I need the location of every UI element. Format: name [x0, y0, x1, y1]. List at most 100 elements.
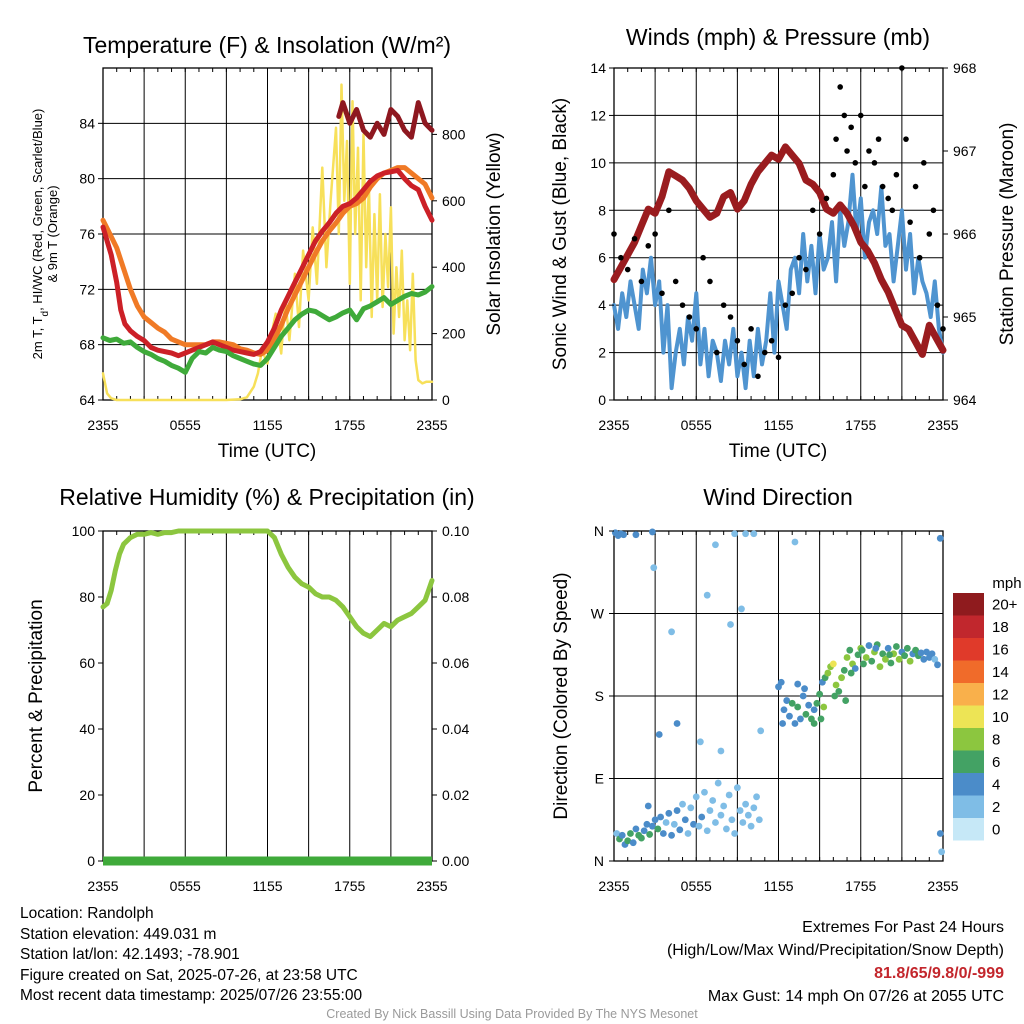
- direction-point: [643, 820, 651, 828]
- direction-point: [936, 830, 944, 837]
- direction-point: [706, 807, 714, 814]
- gust-point: [879, 183, 886, 190]
- extremes-description: (High/Low/Max Wind/Precipitation/Snow De…: [666, 942, 1004, 959]
- x-tick-label: 1755: [845, 417, 876, 433]
- direction-point: [709, 797, 717, 804]
- gust-point: [775, 354, 782, 361]
- y-tick-label: 4: [598, 297, 606, 313]
- direction-point: [938, 848, 946, 856]
- y-tick-label: 68: [79, 337, 95, 353]
- direction-point: [651, 816, 659, 824]
- x-tick-label: 0555: [681, 417, 712, 433]
- direction-point: [780, 706, 788, 714]
- gust-point: [686, 314, 693, 320]
- direction-point: [684, 830, 692, 837]
- gust-point: [803, 266, 809, 273]
- y2-tick-label: 964: [953, 392, 977, 408]
- direction-point: [742, 800, 749, 808]
- y-tick-label: 72: [79, 281, 95, 297]
- x-tick-label: 0555: [170, 417, 201, 433]
- gust-point: [638, 278, 645, 285]
- direction-point: [632, 825, 640, 833]
- gust-point: [885, 195, 891, 202]
- x-tick-label: 1155: [252, 417, 282, 433]
- temp-panel-title: Temperature (F) & Insolation (W/m²): [83, 32, 451, 58]
- gust-point: [862, 183, 868, 190]
- direction-point: [779, 720, 787, 727]
- direction-point: [854, 651, 862, 659]
- y2-tick-label: 0: [442, 392, 450, 408]
- direction-point: [657, 813, 665, 821]
- gust-point: [926, 231, 933, 237]
- direction-point: [794, 680, 802, 688]
- gust-point: [848, 124, 854, 131]
- series-pressure: [610, 143, 947, 358]
- gust-point: [930, 207, 937, 214]
- direction-point: [668, 831, 675, 839]
- gust-point: [875, 136, 882, 142]
- y-tick-label: 40: [79, 721, 95, 737]
- elevation-text: Station elevation: 449.031 m: [20, 925, 217, 943]
- gust-point: [761, 349, 768, 356]
- direction-point: [739, 819, 747, 826]
- direction-tick-label: N: [594, 523, 604, 539]
- y-tick-label: 80: [79, 171, 95, 187]
- y2-tick-label: 0.10: [442, 523, 469, 539]
- max-gust-text: Max Gust: 14 mph On 07/26 at 2055 UTC: [707, 988, 1004, 1005]
- gust-point: [809, 207, 816, 214]
- direction-point: [640, 827, 648, 835]
- y2-tick-label: 600: [442, 193, 466, 209]
- y2-tick-label: 0.00: [442, 853, 469, 869]
- series-hi-wc: [336, 100, 435, 140]
- pressure-y-axis-label: Station Pressure (Maroon): [997, 123, 1018, 346]
- y2-tick-label: 0.08: [442, 589, 469, 605]
- direction-point: [731, 530, 739, 538]
- y2-tick-label: 0.06: [442, 655, 469, 671]
- wind-direction-panel: 2355 0555 1155 1755 2355 N E S W N: [591, 523, 959, 894]
- speed-color-legend: mph 20+ 18 16 14 12 10 8 6 4 2 0: [953, 575, 1022, 841]
- direction-point: [882, 655, 889, 663]
- extremes-values: 81.8/65/9.8/0/-999: [874, 965, 1004, 982]
- gust-point: [866, 148, 872, 154]
- direction-point: [884, 644, 892, 652]
- direction-point: [613, 830, 621, 837]
- x-tick-label: 1155: [763, 878, 793, 894]
- direction-point: [670, 820, 678, 828]
- direction-point: [794, 703, 802, 711]
- legend-swatch: [953, 615, 984, 638]
- rh-panel-title: Relative Humidity (%) & Precipitation (i…: [59, 484, 474, 510]
- direction-point: [717, 747, 725, 755]
- legend-swatch: [953, 795, 984, 818]
- x-tick-label: 1755: [845, 878, 876, 894]
- gust-point: [652, 231, 658, 237]
- gust-point: [707, 278, 713, 285]
- direction-point: [936, 534, 944, 542]
- rh-y-axis-label: Percent & Precipitation: [26, 599, 47, 792]
- gust-point: [903, 136, 909, 142]
- legend-swatch: [953, 750, 984, 773]
- direction-point: [820, 703, 828, 711]
- temp-insolation-panel: 2355 0555 1155 1755 2355 64 68 72 76 80 84 0 200 400 6…: [79, 67, 466, 433]
- gust-point: [611, 231, 617, 237]
- direction-point: [654, 825, 662, 833]
- direction-point: [906, 657, 914, 665]
- temp-x-axis-label: Time (UTC): [218, 441, 317, 462]
- y2-tick-label: 800: [442, 126, 466, 142]
- direction-point: [624, 837, 632, 845]
- series-rh: [100, 528, 435, 640]
- direction-point: [723, 825, 730, 833]
- direction-point: [868, 657, 876, 665]
- direction-point: [655, 731, 663, 738]
- direction-point: [829, 660, 837, 668]
- gust-point: [734, 337, 741, 344]
- y2-tick-label: 400: [442, 259, 466, 275]
- legend-label: 2: [992, 799, 1000, 816]
- direction-point: [843, 654, 851, 661]
- direction-point: [646, 831, 654, 838]
- station-info: Location: Randolph Station elevation: 44…: [20, 904, 362, 1007]
- x-tick-label: 2355: [87, 878, 118, 894]
- gust-point: [907, 219, 913, 225]
- gust-point: [871, 160, 878, 166]
- legend-label: 16: [992, 641, 1009, 658]
